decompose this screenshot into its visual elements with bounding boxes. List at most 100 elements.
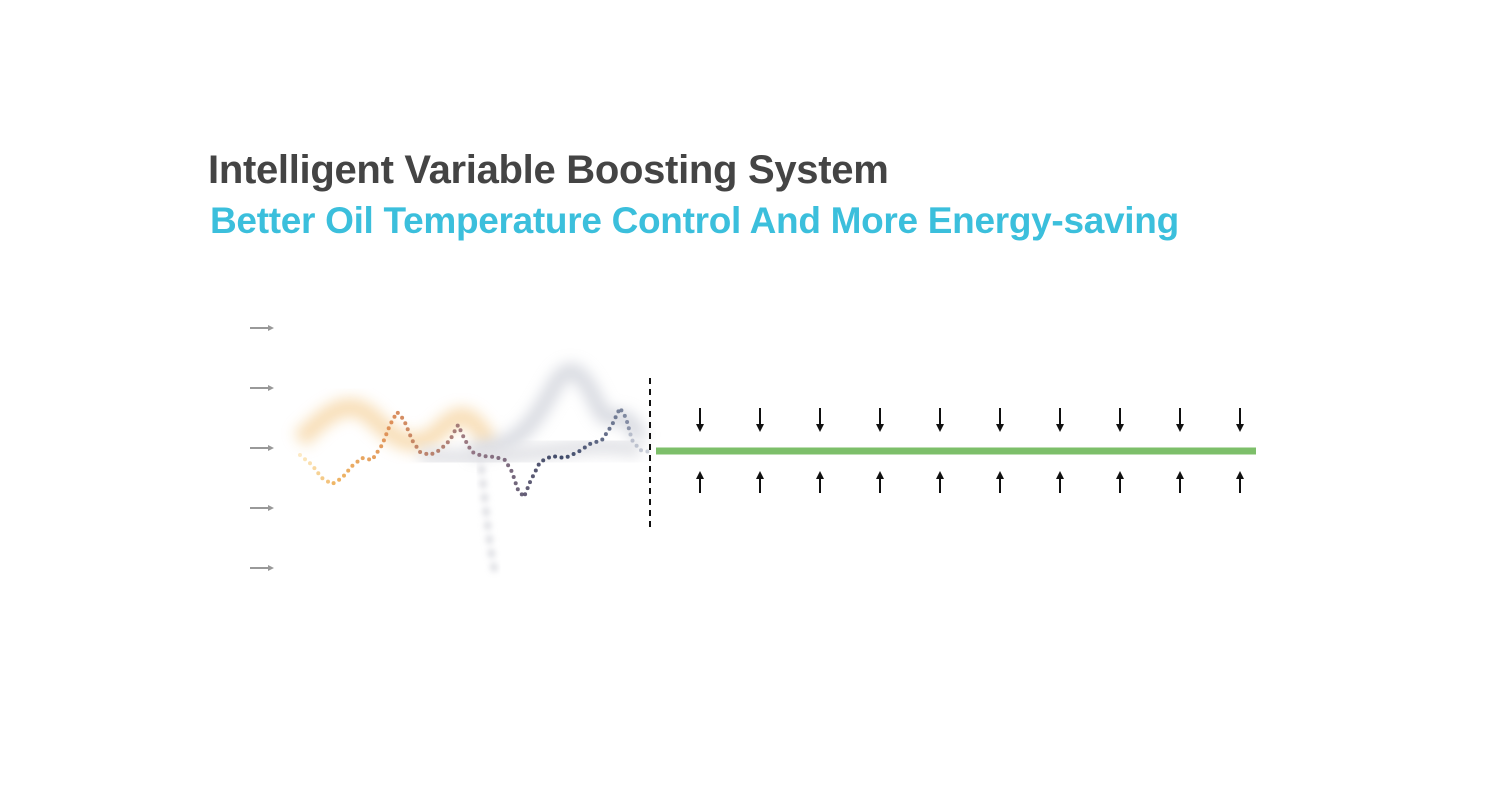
curve-dot xyxy=(367,457,372,462)
curve-dot xyxy=(530,474,535,479)
down-arrow-icon xyxy=(1056,408,1064,432)
down-arrow-icon xyxy=(1176,408,1184,432)
curve-dot xyxy=(403,421,408,426)
curve-dot xyxy=(588,441,593,446)
curve-dot xyxy=(326,479,330,484)
curve-dot xyxy=(355,459,360,464)
curve-dot xyxy=(619,408,624,413)
curve-dot xyxy=(477,452,482,457)
curve-dot xyxy=(436,448,441,453)
curve-dot xyxy=(630,438,635,443)
curve-dot xyxy=(509,468,514,473)
curve-dot xyxy=(577,449,582,454)
curve-dot xyxy=(553,454,558,459)
level-marker-arrow-icon xyxy=(250,325,274,331)
curve-dot xyxy=(496,456,501,460)
curve-dot xyxy=(571,452,576,456)
curve-dot xyxy=(471,450,476,455)
curve-dot xyxy=(452,429,457,434)
level-marker-arrow-icon xyxy=(250,445,274,451)
ghost-trail-mid xyxy=(419,438,642,466)
curve-dot xyxy=(410,439,415,444)
curve-dot xyxy=(613,415,618,420)
up-arrow-icon xyxy=(1176,471,1184,493)
level-marker-arrow-icon xyxy=(250,385,274,391)
curve-dot xyxy=(337,477,342,482)
curve-dot xyxy=(626,426,631,431)
up-arrow-icon xyxy=(696,471,704,493)
ghost-trails xyxy=(293,363,648,582)
curve-dot xyxy=(424,451,429,456)
curve-dot xyxy=(603,432,608,437)
level-markers xyxy=(250,325,274,571)
curve-dot xyxy=(405,427,410,432)
curve-dot xyxy=(375,449,380,454)
page-subtitle: Better Oil Temperature Control And More … xyxy=(210,200,1179,241)
level-marker-arrow-icon xyxy=(250,565,274,571)
curve-dot xyxy=(536,462,541,467)
curve-dot xyxy=(389,420,394,425)
curve-dot xyxy=(372,455,376,460)
curve-dot xyxy=(430,451,435,456)
curve-dot xyxy=(506,463,511,468)
curve-dot xyxy=(386,426,391,431)
curve-dot xyxy=(515,487,520,492)
curve-dot xyxy=(490,454,495,459)
level-marker-arrow-icon xyxy=(250,505,274,511)
curve-dot xyxy=(533,468,538,473)
curve-dot xyxy=(381,438,386,443)
down-arrow-icon xyxy=(1116,408,1124,432)
curve-dot xyxy=(461,434,466,439)
curve-dot xyxy=(502,457,507,462)
curve-dot xyxy=(523,492,528,497)
down-arrow-icon xyxy=(996,408,1004,432)
curve-dot xyxy=(607,426,612,431)
curve-dot xyxy=(331,481,336,486)
curve-dot xyxy=(379,444,384,449)
curve-dot xyxy=(559,455,564,460)
curve-dot xyxy=(308,461,312,466)
down-arrow-icon xyxy=(936,408,944,432)
ghost-trail-dip xyxy=(476,451,501,582)
down-arrow-icon xyxy=(816,408,824,432)
curve-dot xyxy=(458,428,463,433)
curve-dot xyxy=(414,444,419,449)
curve-dot xyxy=(511,475,516,479)
curve-dot xyxy=(645,449,650,454)
up-arrow-icon xyxy=(1236,471,1244,493)
up-arrow-icon xyxy=(1056,471,1064,493)
curve-dot xyxy=(303,457,307,462)
curve-dot xyxy=(600,437,605,442)
fluctuating-temperature-curve xyxy=(298,408,650,497)
curve-dot xyxy=(445,440,450,445)
ghost-trail-warm xyxy=(293,398,498,452)
down-arrow-icon xyxy=(756,408,764,432)
curve-dot xyxy=(350,463,355,468)
page-title: Intelligent Variable Boosting System xyxy=(208,148,889,192)
curve-dot xyxy=(519,492,524,497)
curve-dot xyxy=(298,453,302,457)
curve-dot xyxy=(316,471,321,476)
down-arrow-icon xyxy=(696,408,704,432)
up-arrow-icon xyxy=(936,471,944,493)
curve-dot xyxy=(582,445,587,450)
curve-dot xyxy=(392,414,397,419)
curve-dot xyxy=(594,439,599,444)
curve-dot xyxy=(464,440,469,444)
curve-dot xyxy=(455,423,460,428)
curve-dot xyxy=(639,448,643,453)
down-arrow-icon xyxy=(1236,408,1244,432)
curve-dot xyxy=(634,443,639,448)
curve-dot xyxy=(360,456,365,461)
curve-dot xyxy=(384,432,389,437)
curve-dot xyxy=(622,413,627,418)
curve-dot xyxy=(628,432,633,437)
up-arrow-icon xyxy=(1116,471,1124,493)
curve-dot xyxy=(483,454,488,459)
curve-dot xyxy=(541,458,546,463)
up-arrow-icon xyxy=(876,471,884,493)
curve-dot xyxy=(400,415,405,420)
curve-dot xyxy=(320,476,325,481)
curve-dot xyxy=(449,435,454,440)
